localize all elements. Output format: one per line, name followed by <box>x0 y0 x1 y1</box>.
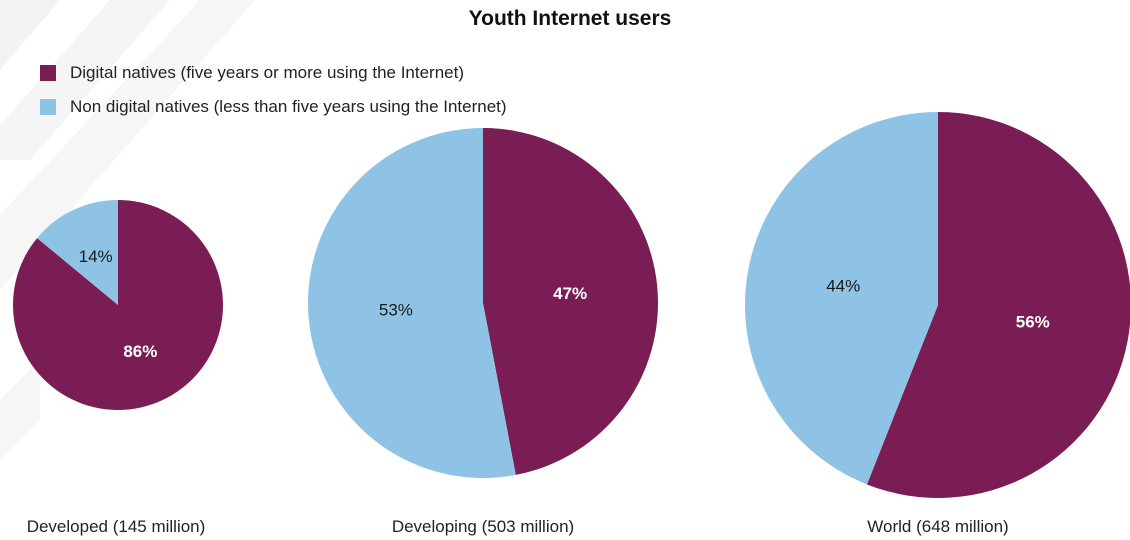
pie-label-developing-non-digital-natives: 53% <box>379 301 413 320</box>
pie-slice-developed-non-digital-natives <box>37 200 118 305</box>
pie-label-developing-digital-natives: 47% <box>553 284 587 303</box>
pie-slice-world-digital-natives <box>866 112 1130 498</box>
legend-swatch-non-digital-natives <box>40 99 56 115</box>
pie-slice-developing-digital-natives <box>483 128 658 475</box>
pie-caption-developing: Developing (503 million) <box>391 517 575 536</box>
pie-label-world-non-digital-natives: 44% <box>826 276 860 295</box>
pie-slice-developed-digital-natives <box>12 200 224 410</box>
pie-label-developed-non-digital-natives: 14% <box>79 247 113 266</box>
pie-slice-developing-non-digital-natives <box>307 128 516 479</box>
legend-item-non-digital-natives: Non digital natives (less than five year… <box>40 90 507 124</box>
pie-label-developed-digital-natives: 86% <box>123 342 157 361</box>
background-stripe <box>0 0 60 70</box>
pie-caption-developed: Developed (145 million) <box>26 517 206 536</box>
legend-label-non-digital-natives: Non digital natives (less than five year… <box>70 97 507 116</box>
legend-item-digital-natives: Digital natives (five years or more usin… <box>40 56 507 90</box>
chart-title: Youth Internet users <box>468 7 672 30</box>
background-stripe <box>0 0 170 160</box>
legend: Digital natives (five years or more usin… <box>40 56 507 124</box>
legend-label-digital-natives: Digital natives (five years or more usin… <box>70 63 465 82</box>
legend-swatch-digital-natives <box>40 65 56 81</box>
pie-label-world-digital-natives: 56% <box>1016 313 1050 332</box>
pie-slice-world-non-digital-natives <box>745 112 938 485</box>
background-stripe <box>0 360 40 460</box>
pie-caption-world: World (648 million) <box>867 517 1009 536</box>
